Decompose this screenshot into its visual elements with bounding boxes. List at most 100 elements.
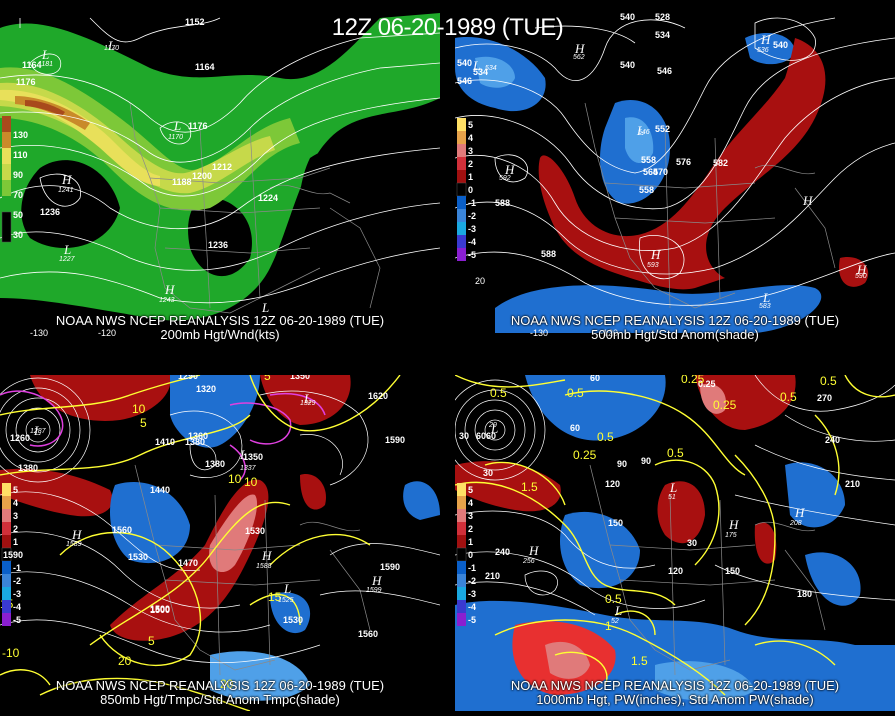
neg-anomaly-north: [170, 375, 260, 448]
center-value: 593: [647, 262, 659, 269]
high-center: H: [164, 282, 175, 297]
legend-wind: 130 110 90 70 50 30: [1, 116, 28, 243]
low-center: L: [614, 603, 622, 618]
contour-label: 1530: [128, 552, 148, 562]
pressure-centers: L 1287 L 1329 H 1589 L 1337 H 1588 L 152…: [30, 391, 382, 604]
neg-anomaly-south: [495, 285, 822, 333]
pw-labels: 0.25 0.25 0.5 0.5 0.5 0.25 0.5 0.5 1.5 1…: [490, 375, 837, 668]
center-value: 175: [725, 532, 737, 539]
legend-label: 5: [468, 485, 473, 495]
contour-label: 1560: [112, 525, 132, 535]
contour-label: 1360: [188, 431, 208, 441]
contour-label: 576: [676, 157, 691, 167]
contour-label: 60: [486, 431, 496, 441]
center-value: 592: [499, 175, 511, 182]
caption-panel-3: NOAA NWS NCEP REANALYSIS 12Z 06-20-1989 …: [0, 679, 440, 707]
contour-label: 60: [476, 431, 486, 441]
temp-tick: -10: [2, 646, 20, 660]
contour-label: 30: [687, 538, 697, 548]
contour-label: 528: [655, 12, 670, 22]
caption-panel-4: NOAA NWS NCEP REANALYSIS 12Z 06-20-1989 …: [455, 679, 895, 707]
neg-anomaly-east: [403, 481, 440, 520]
contour-label: 30: [459, 431, 469, 441]
low-center: L: [669, 480, 677, 495]
contour-label: 180: [797, 589, 812, 599]
pos-pw-west: [455, 461, 561, 512]
legend-label: -5: [468, 615, 476, 625]
pos-anomaly-ne2: [300, 474, 326, 510]
low-center: L: [283, 581, 291, 596]
contour-label: 540: [620, 60, 635, 70]
longitude-tick: -120: [98, 328, 116, 338]
legend-label: -4: [468, 602, 476, 612]
low-center: L: [261, 300, 269, 315]
map-outlines: [584, 102, 836, 309]
legend-anomaly: 5 4 3 2 1 1590 -1 -2 -3 -4 -5: [1, 483, 23, 626]
contour-label: 1530: [245, 526, 265, 536]
legend-label: 3: [13, 511, 18, 521]
contour-label: 1164: [195, 62, 215, 72]
caption-source: NOAA NWS NCEP REANALYSIS 12Z 06-20-1989 …: [55, 678, 385, 693]
legend-label: 50: [13, 210, 23, 220]
legend-label: -4: [468, 237, 476, 247]
center-value: 1589: [66, 541, 82, 548]
caption-field: 500mb Hgt/Std Anom(shade): [591, 327, 759, 342]
legend-label: 3: [468, 146, 473, 156]
pw-label: 1.5: [631, 654, 648, 668]
center-value: 208: [789, 520, 802, 527]
contour-label: 1380: [18, 463, 38, 473]
contour-label: 1176: [16, 77, 36, 87]
legend-anomaly: 5 4 3 2 1 0 -1 -2 -3 -4 -5: [456, 483, 476, 626]
contour-label: 540: [773, 40, 788, 50]
contour-label: 240: [825, 435, 840, 445]
contour-label: 582: [713, 158, 728, 168]
contour-label: 546: [657, 66, 672, 76]
pw-label: 0.5: [605, 592, 622, 606]
pos-anomaly-north: [30, 375, 171, 421]
legend-label: -3: [13, 589, 21, 599]
contour-label: 120: [605, 479, 620, 489]
contour-label: 120: [668, 566, 683, 576]
caption-source: NOAA NWS NCEP REANALYSIS 12Z 06-20-1989 …: [510, 678, 840, 693]
pw-label: 0.5: [490, 386, 507, 400]
legend-label: 1: [13, 537, 18, 547]
contour-label: 1350: [243, 452, 263, 462]
contour-label: 60: [570, 423, 580, 433]
legend-label: 90: [13, 170, 23, 180]
pos-pw-east: [754, 522, 777, 564]
contour-label: 1560: [358, 629, 378, 639]
high-center: H: [856, 262, 867, 277]
legend-label: 4: [13, 498, 18, 508]
low-center: L: [41, 47, 49, 62]
high-center: H: [261, 548, 272, 563]
center-value: 1227: [59, 256, 76, 263]
high-center: H: [71, 527, 82, 542]
legend-label: 0: [468, 185, 473, 195]
contour-label: 90: [617, 459, 627, 469]
contour-label: 60: [590, 375, 600, 383]
contour-label: 588: [541, 249, 556, 259]
temp-label: 5: [148, 634, 155, 648]
map-850mb: 1290 1320 1350 1620 1260 1380 1410 1380 …: [0, 375, 440, 711]
contour-label: 1260: [10, 433, 30, 443]
neg-pw-south-core: [655, 661, 755, 702]
caption-source: NOAA NWS NCEP REANALYSIS 12Z 06-20-1989 …: [55, 313, 385, 328]
contour-label: 1224: [258, 193, 278, 203]
pressure-centers: L 1181 L 1170 L 1170 H 1241 L 1227 H 124…: [38, 38, 269, 315]
pressure-centers: L 534 H 562 H 536 L 546 H 592 H H 593 L …: [472, 32, 867, 310]
contour-label: 150: [608, 518, 623, 528]
low-center: L: [173, 118, 181, 133]
contour-label: 1152: [185, 17, 205, 27]
temp-label: 20: [118, 654, 132, 668]
low-center: L: [33, 423, 41, 438]
contour-label: 1380: [185, 437, 205, 447]
contour-label: 540: [620, 12, 635, 22]
contour-label: 0.25: [698, 379, 716, 389]
contour-label: 1350: [290, 375, 310, 381]
center-value: 256: [522, 558, 535, 565]
contour-label: 210: [845, 479, 860, 489]
map-outlines: [134, 464, 371, 676]
contour-label: 150: [725, 566, 740, 576]
pw-contours: [455, 375, 895, 696]
contour-label: 1176: [188, 121, 208, 131]
